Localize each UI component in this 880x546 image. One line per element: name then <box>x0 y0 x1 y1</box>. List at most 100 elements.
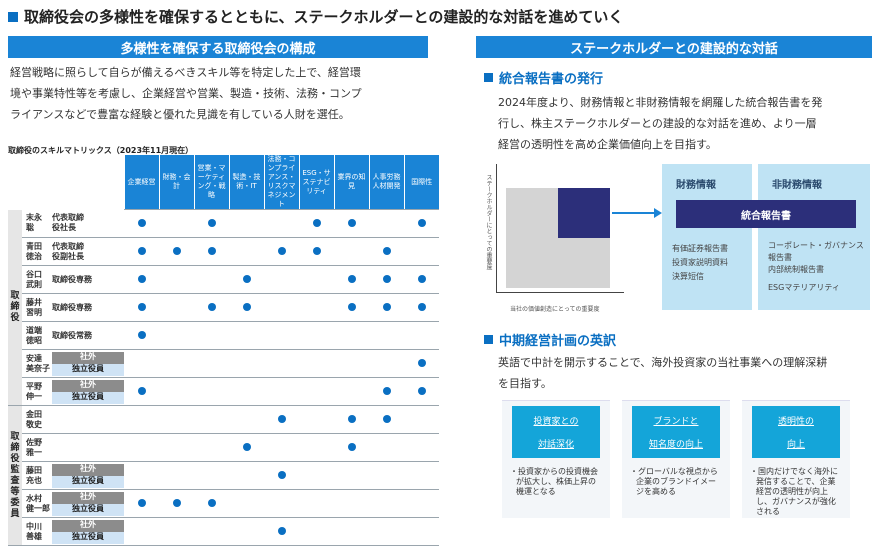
skill-dot-icon <box>137 218 146 227</box>
skill-dot-icon <box>137 274 146 283</box>
director-name: 青田 徳治 <box>22 237 52 266</box>
right-line: を目指す。 <box>498 377 552 390</box>
skill-cell <box>264 405 299 434</box>
card-head-line: 投資家との <box>533 417 579 427</box>
skill-cell <box>194 321 229 350</box>
skill-cell <box>299 377 334 406</box>
skill-cell <box>299 321 334 350</box>
skill-cell <box>159 461 194 490</box>
skill-cell <box>264 321 299 350</box>
right-bar-text: ステークホルダーとの建設的な対話 <box>570 41 778 57</box>
matrix-row: 安達 美奈子 社外 独立役員 <box>8 349 439 378</box>
skill-cell <box>334 321 369 350</box>
skill-cell <box>229 293 264 322</box>
header-cell: 人事労務人材開発 <box>368 155 404 210</box>
group-label: 取締役監査等委員 <box>8 405 22 546</box>
skill-cell <box>404 321 439 350</box>
skill-dot-icon <box>207 302 216 311</box>
skill-dot-icon <box>347 442 356 451</box>
matrix-caption: 取締役のスキルマトリックス（2023年11月現在） <box>8 146 194 155</box>
skill-cell <box>299 405 334 434</box>
skill-cell <box>369 517 404 546</box>
director-role: 社外 独立役員 <box>52 461 124 490</box>
card-head-line: ブランドと <box>653 417 699 427</box>
skill-cell <box>299 461 334 490</box>
nonfinancial-item: 内部統制報告書 <box>768 265 824 274</box>
outside-badge: 社外 <box>52 351 124 364</box>
skill-cell <box>334 461 369 490</box>
matrix-row: 谷口 武則 取締役専務 <box>8 265 439 294</box>
skill-cell <box>229 405 264 434</box>
arrow-head-icon <box>654 208 662 218</box>
financial-items: 有価証券報告書 投資家説明資料 決算短信 <box>672 242 728 284</box>
skill-cell <box>334 237 369 266</box>
director-role: 社外 独立役員 <box>52 349 124 378</box>
card-head-line: 向上 <box>786 440 805 450</box>
skill-cell <box>194 461 229 490</box>
skill-cell <box>124 209 159 238</box>
skill-cell <box>124 265 159 294</box>
skill-dot-icon <box>347 302 356 311</box>
financial-item: 有価証券報告書 <box>672 244 728 253</box>
skill-cell <box>229 321 264 350</box>
diagram-x-label: 当社の価値創造にとっての重要度 <box>510 306 600 313</box>
skill-dot-icon <box>347 414 356 423</box>
skill-cell <box>404 433 439 462</box>
skill-cell <box>194 433 229 462</box>
page-title: 取締役会の多様性を確保するとともに、ステークホルダーとの建設的な対話を進めていく <box>8 6 623 27</box>
skill-cell <box>159 405 194 434</box>
right-body-text-2: 英語で中計を開示することで、海外投資家の当社事業への理解深耕 を目指す。 <box>498 352 827 394</box>
skill-cell <box>229 349 264 378</box>
skill-cell <box>124 237 159 266</box>
header-cell: 財務・会計 <box>158 155 194 210</box>
skill-cell <box>334 265 369 294</box>
skill-dot-icon <box>207 218 216 227</box>
skill-dot-icon <box>382 246 391 255</box>
skill-dot-icon <box>277 246 286 255</box>
director-name: 末永聡 <box>22 209 52 238</box>
left-line: ライアンスなどで豊富な経験と優れた見識を有している人財を選任。 <box>10 108 350 121</box>
y-axis <box>496 164 497 292</box>
skill-cell <box>369 349 404 378</box>
skill-cell <box>124 405 159 434</box>
skill-dot-icon <box>417 302 426 311</box>
card-head: 投資家との 対話深化 <box>512 406 600 458</box>
skill-cell <box>159 209 194 238</box>
director-name: 中川 善雄 <box>22 517 52 546</box>
skill-cell <box>159 265 194 294</box>
skill-cell <box>159 293 194 322</box>
matrix-row: 佐野 雅一 <box>8 433 439 462</box>
right-line: 経営の透明性を高め企業価値向上を目指す。 <box>498 138 717 151</box>
benefit-card: 投資家との 対話深化 ・投資家からの投資機会が拡大し、株価上昇の機運となる <box>502 400 610 518</box>
skill-cell <box>194 405 229 434</box>
skill-matrix: 企業経営 財務・会計 営業・マーケティング・戦略 製造・技術・IT 法務・コンプ… <box>8 155 439 546</box>
header-cell: 国際性 <box>403 155 439 210</box>
skill-cell <box>299 517 334 546</box>
skill-cell <box>369 237 404 266</box>
skill-cell <box>369 321 404 350</box>
skill-cell <box>194 237 229 266</box>
director-name: 佐野 雅一 <box>22 433 52 462</box>
skill-cell <box>299 265 334 294</box>
skill-cell <box>124 293 159 322</box>
skill-cell <box>299 489 334 518</box>
skill-cell <box>404 461 439 490</box>
skill-cell <box>194 265 229 294</box>
nonfinancial-title: 非財務情報 <box>772 180 822 191</box>
card-body: ・投資家からの投資機会が拡大し、株価上昇の機運となる <box>510 467 598 496</box>
benefit-card: ブランドと 知名度の向上 ・グローバルな視点から企業のブランドイメージを高める <box>622 400 730 518</box>
sub-square-icon <box>484 335 493 344</box>
header-cell: ESG・サステナビリティ <box>298 155 334 210</box>
matrix-row: 藤井 習明 取締役専務 <box>8 293 439 322</box>
skill-cell <box>194 517 229 546</box>
arrow-line <box>612 212 656 214</box>
skill-cell <box>264 377 299 406</box>
director-role: 取締役専務 <box>52 265 124 294</box>
skill-cell <box>159 237 194 266</box>
skill-cell <box>264 265 299 294</box>
director-name: 金田 敬史 <box>22 405 52 434</box>
skill-cell <box>229 517 264 546</box>
independent-badge: 独立役員 <box>52 503 124 516</box>
director-role: 代表取締 役社長 <box>52 209 124 238</box>
nonfinancial-box <box>758 164 870 310</box>
